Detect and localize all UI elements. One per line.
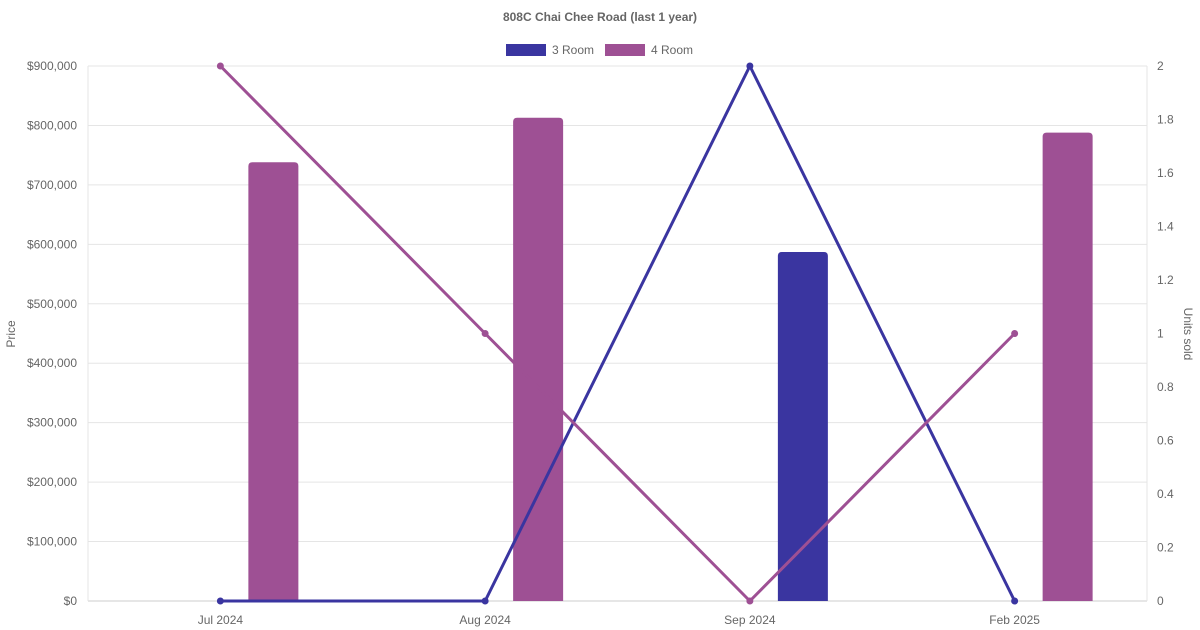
left-tick-label: $300,000 [27,416,77,430]
bar-3-room [777,252,828,602]
left-tick-label: $500,000 [27,297,77,311]
x-tick-label: Aug 2024 [459,613,511,627]
line-4-room [219,64,1016,603]
left-axis-ticks: $0 $100,000 $200,000 $300,000 $400,000 $500,0… [27,59,77,608]
bar-4-room [513,117,564,601]
x-tick-label: Feb 2025 [989,613,1040,627]
legend: 3 Room 4 Room [506,43,693,57]
left-tick-label: $200,000 [27,475,77,489]
left-tick-label: $800,000 [27,118,77,132]
right-tick-label: 0 [1157,594,1164,608]
left-tick-label: $900,000 [27,59,77,73]
right-tick-label: 0.2 [1157,541,1174,555]
left-tick-label: $400,000 [27,356,77,370]
x-axis-ticks: Jul 2024 Aug 2024 Sep 2024 Feb 2025 [198,613,1041,627]
bars [248,117,1093,602]
point-3-room [216,597,224,605]
left-tick-label: $700,000 [27,178,77,192]
legend-swatch-4-room [605,44,645,56]
x-tick-label: Jul 2024 [198,613,244,627]
legend-label-3-room: 3 Room [552,43,594,57]
point-3-room [481,597,489,605]
right-tick-label: 0.8 [1157,380,1174,394]
chart-title: 808C Chai Chee Road (last 1 year) [503,10,697,24]
right-axis-ticks: 0 0.2 0.4 0.6 0.8 1 1.2 1.4 1.6 1.8 2 [1157,59,1174,608]
legend-label-4-room: 4 Room [651,43,693,57]
right-tick-label: 1.8 [1157,113,1174,127]
point-4-room [216,62,224,70]
left-axis-title: Price [4,320,18,348]
right-tick-label: 1 [1157,327,1164,341]
left-tick-label: $0 [64,594,78,608]
lines [216,62,1019,605]
right-tick-label: 0.4 [1157,487,1174,501]
legend-swatch-3-room [506,44,546,56]
point-4-room [746,597,754,605]
right-tick-label: 0.6 [1157,434,1174,448]
line-3-room [220,64,1016,603]
left-tick-label: $100,000 [27,535,77,549]
x-tick-label: Sep 2024 [724,613,776,627]
right-axis-title: Units sold [1181,308,1195,361]
point-3-room [746,62,754,70]
right-tick-label: 1.6 [1157,166,1174,180]
right-tick-label: 1.4 [1157,220,1174,234]
point-4-room [481,330,489,337]
bar-4-room [1042,132,1093,602]
right-tick-label: 1.2 [1157,273,1174,287]
bar-4-room [248,162,299,602]
right-tick-label: 2 [1157,59,1164,73]
point-3-room [1011,597,1019,605]
point-4-room [1011,330,1019,337]
left-tick-label: $600,000 [27,237,77,251]
